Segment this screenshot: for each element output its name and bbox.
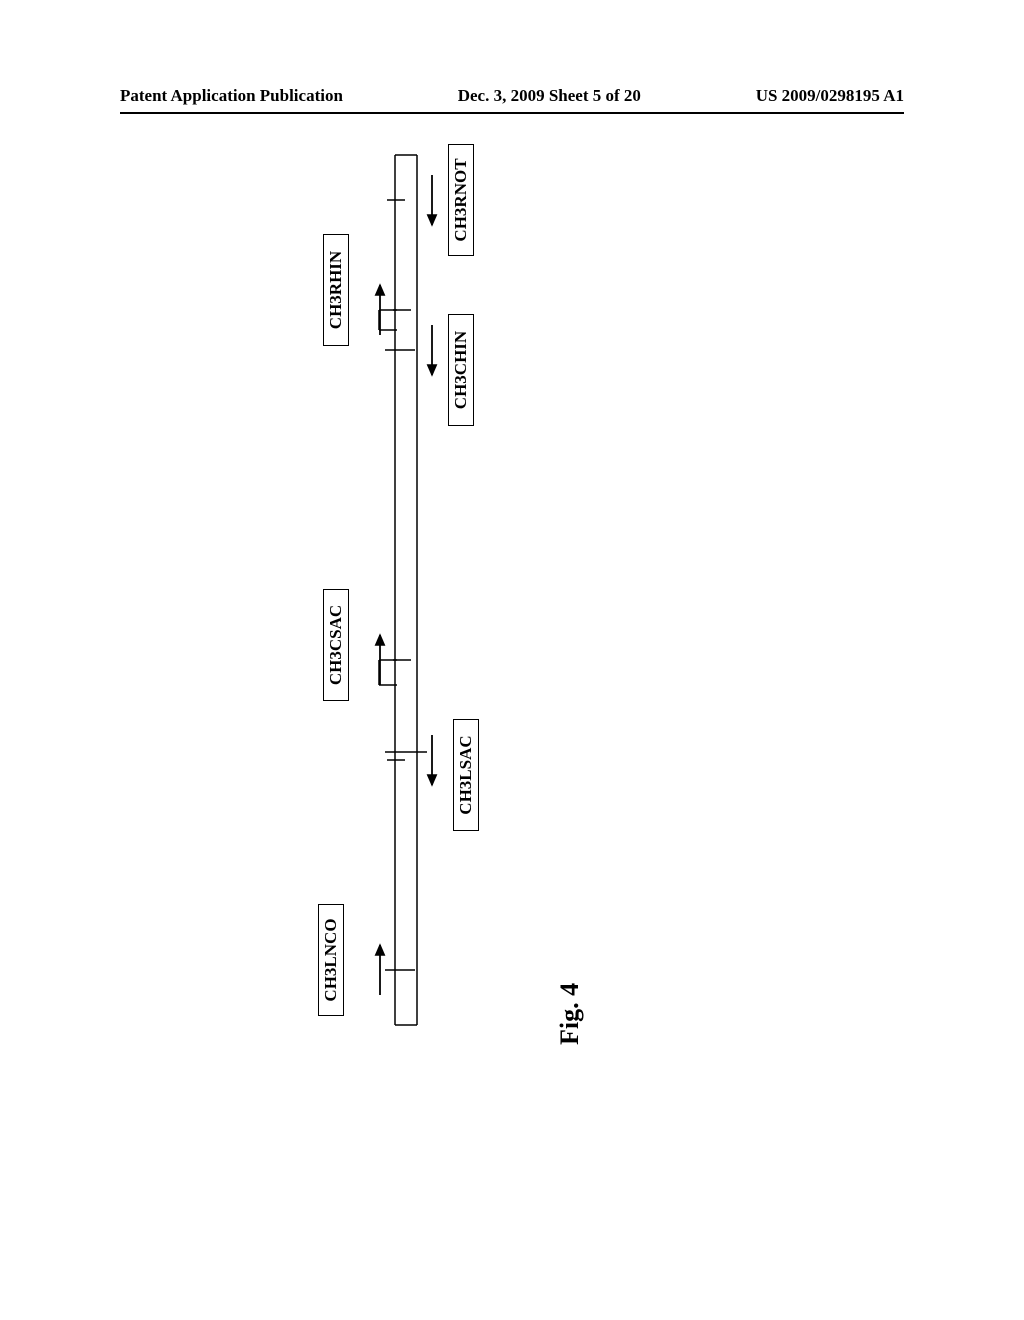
primer-label-ch3rhin: CH3RHIN [323, 234, 349, 346]
figure-caption: Fig. 4 [555, 983, 585, 1045]
primer-label-ch3lsac: CH3LSAC [453, 719, 479, 831]
primer-label-ch3lnco: CH3LNCO [318, 904, 344, 1016]
page: Patent Application Publication Dec. 3, 2… [0, 0, 1024, 1320]
primer-label-ch3csac: CH3CSAC [323, 589, 349, 701]
primer-label-ch3rnot: CH3RNOT [448, 144, 474, 256]
figure-svg [0, 0, 1024, 1320]
primer-label-ch3chin: CH3CHIN [448, 314, 474, 426]
